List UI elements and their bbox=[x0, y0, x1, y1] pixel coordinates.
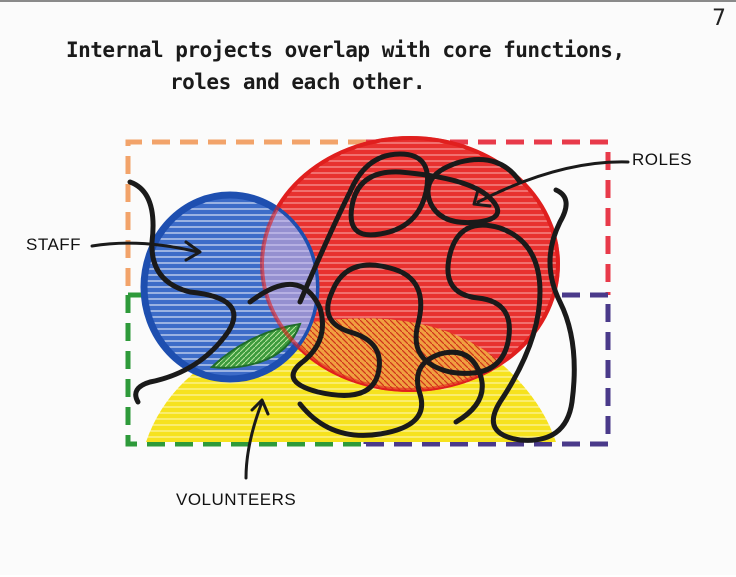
title-line-2: roles and each other. bbox=[170, 70, 426, 94]
staff-arrow bbox=[90, 241, 200, 254]
squiggle-top bbox=[297, 151, 523, 305]
title-line-1: Internal projects overlap with core func… bbox=[66, 38, 625, 62]
quadrant-bottom-left-frame bbox=[125, 295, 366, 447]
volunteers-label: VOLUNTEERS bbox=[176, 490, 297, 509]
page-title: Internal projects overlap with core func… bbox=[66, 34, 706, 98]
squiggle-lower bbox=[297, 349, 485, 438]
quadrant-bottom-right-frame bbox=[366, 295, 611, 447]
roles-arrow-head bbox=[472, 188, 492, 208]
volunteers-arrow-head bbox=[250, 398, 270, 416]
page-number: 7 bbox=[712, 6, 726, 31]
roles-label: ROLES bbox=[632, 150, 693, 169]
squiggle-main bbox=[247, 187, 577, 443]
staff-label: STAFF bbox=[26, 235, 82, 254]
staff-arrow-head bbox=[184, 240, 202, 262]
roles-arrow bbox=[476, 160, 630, 204]
project-squiggles bbox=[127, 151, 577, 443]
label-arrows bbox=[90, 160, 630, 480]
quadrant-top-right-frame bbox=[366, 139, 611, 295]
volunteers-arrow bbox=[244, 400, 264, 480]
squiggle-left bbox=[127, 179, 237, 405]
